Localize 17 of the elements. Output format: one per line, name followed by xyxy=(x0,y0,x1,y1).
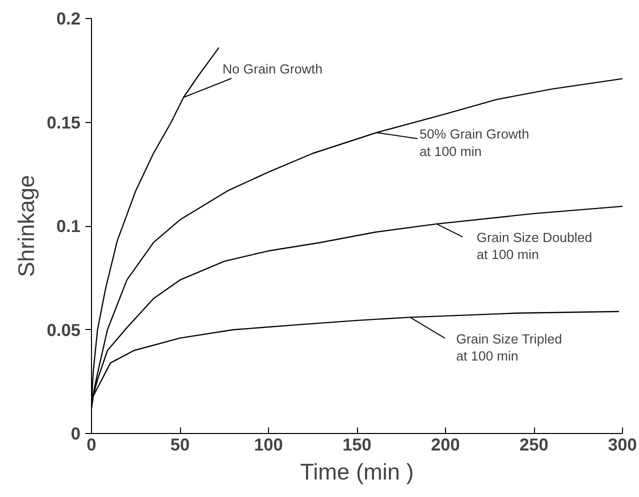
x-tick-label: 300 xyxy=(608,434,637,454)
annotation: No Grain Growth xyxy=(222,61,323,76)
annotation: Grain Size Tripled at 100 min xyxy=(456,331,562,364)
y-tick-label: 0.1 xyxy=(56,216,81,236)
x-tick-label: 250 xyxy=(520,434,548,454)
y-tick-label: 0.15 xyxy=(46,112,81,132)
x-tick-label: 50 xyxy=(170,434,190,454)
y-tick-label: 0.2 xyxy=(56,8,81,28)
x-axis-title: Time (min ) xyxy=(300,458,414,484)
y-axis-title: Shrinkage xyxy=(12,174,39,278)
x-tick-label: 100 xyxy=(254,434,283,454)
x-tick-label: 200 xyxy=(431,434,460,454)
annotation: Grain Size Doubled at 100 min xyxy=(476,230,592,262)
x-tick-label: 0 xyxy=(86,434,96,454)
annotation: 50% Grain Growth at 100 min xyxy=(419,126,530,159)
x-tick-label: 150 xyxy=(342,434,372,454)
y-tick-label: 0.05 xyxy=(46,320,81,340)
